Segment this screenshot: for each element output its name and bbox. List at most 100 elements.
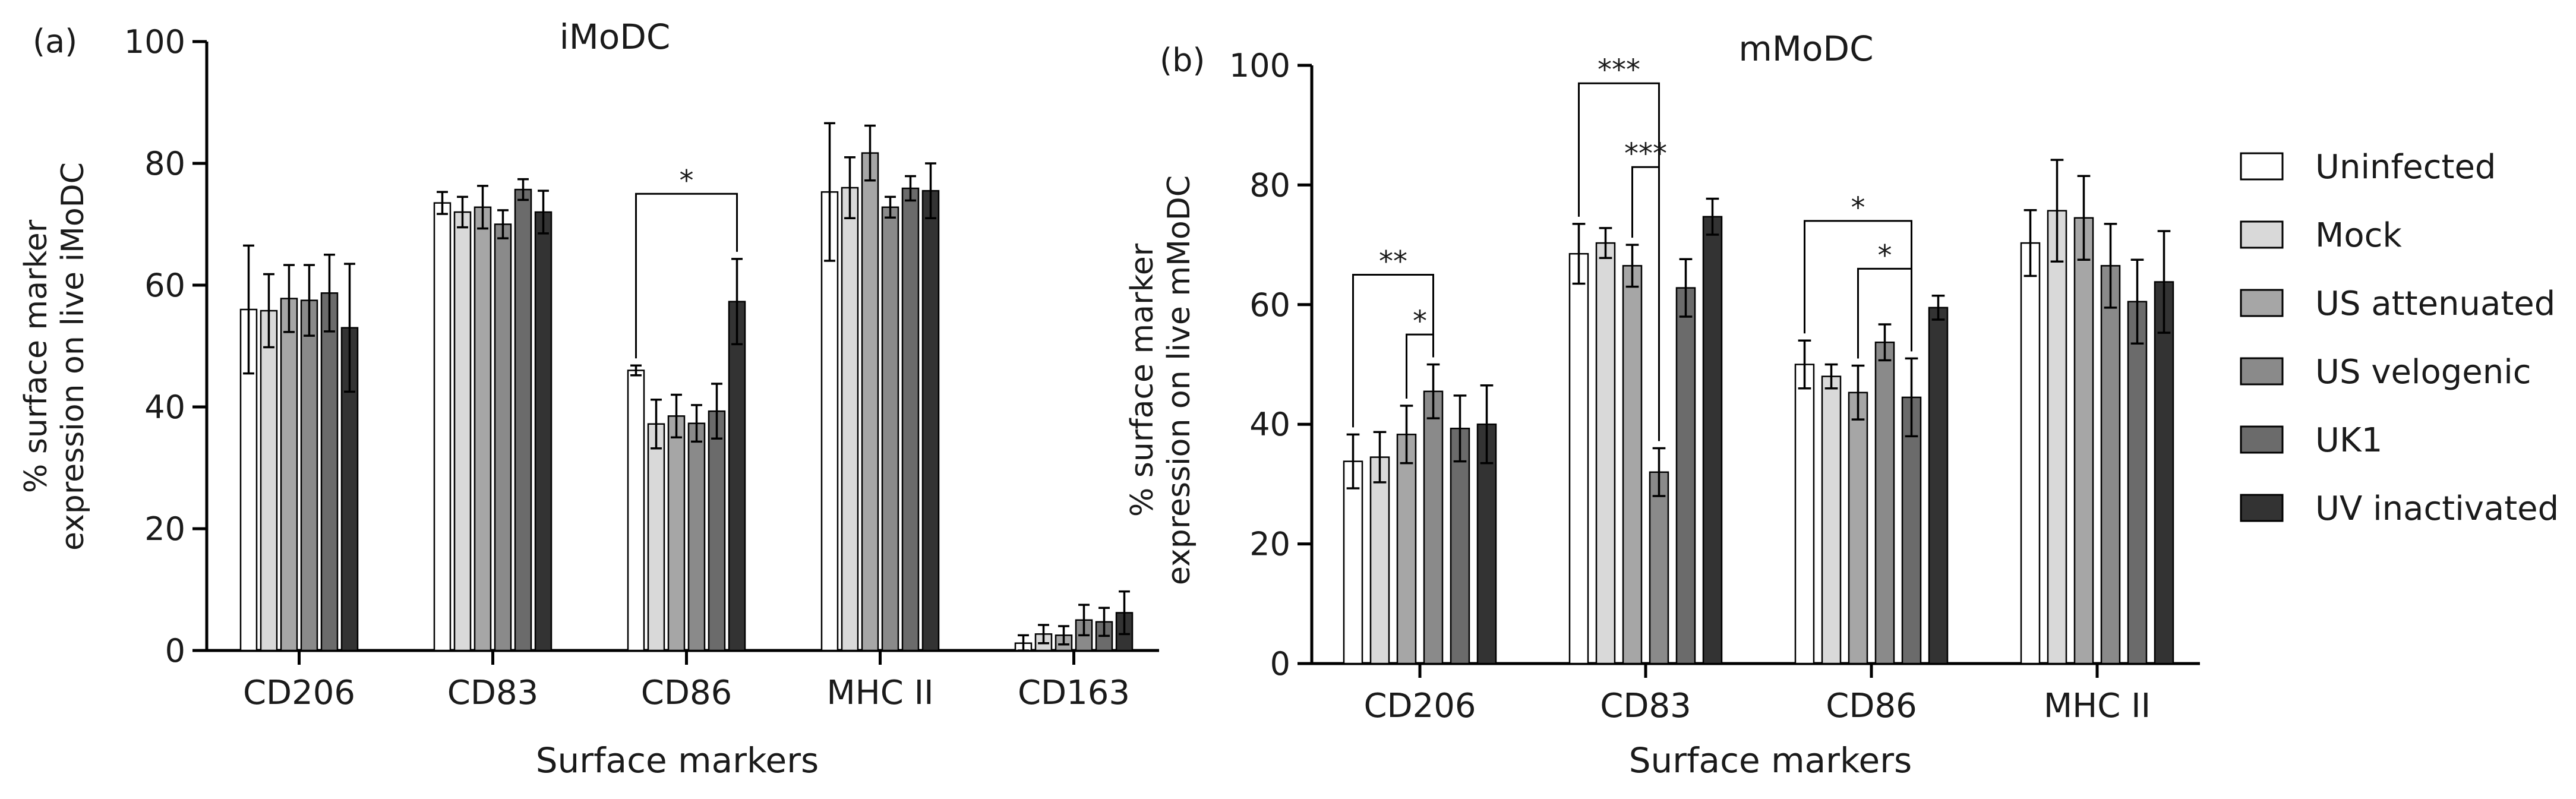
legend: Uninfected Mock US attenuated US velogenic U… — [2240, 148, 2559, 528]
panel-b-title: mMoDC — [1738, 29, 1873, 69]
panel-b-significance-bracket-cd206-1 — [1406, 333, 1434, 399]
panel-a-error-bar-cd86-mock — [651, 398, 662, 450]
panel-b-y-tick-label: 60 — [1249, 286, 1290, 324]
panel-b-bar-cd206-us-velogenic — [1423, 390, 1444, 665]
panel-b-error-bar-cd206-us-velogenic — [1426, 363, 1440, 419]
panel-b-y-tick-label: 0 — [1270, 645, 1290, 683]
panel-a-bar-cd206-us-velogenic — [300, 299, 318, 652]
panel-b-error-bar-cd86-mock — [1824, 363, 1838, 390]
panel-a-error-bar-cd86-uninfected — [630, 364, 642, 377]
panel-a-bar-cd83-us-velogenic — [494, 223, 512, 652]
panel-a-bar-mhc-ii-us-attenuated — [861, 152, 879, 652]
panel-b-error-bar-cd206-mock — [1373, 431, 1387, 484]
panel-b-bar-cd83-uk1 — [1675, 287, 1696, 665]
panel-b-error-bar-mhc-ii-us-attenuated — [2077, 175, 2091, 261]
panel-b-x-tick-label-mhc-ii: MHC II — [2044, 687, 2151, 725]
panel-a-error-bar-cd206-us-velogenic — [304, 264, 315, 337]
panel-b-y-tick-label: 40 — [1249, 406, 1290, 443]
panel-b-error-bar-cd86-us-attenuated — [1851, 364, 1865, 421]
panel-a-error-bar-cd163-uninfected — [1018, 634, 1029, 652]
panel-a-x-axis-title: Surface markers — [536, 740, 819, 781]
panel-a-bar-cd83-uk1 — [514, 188, 532, 652]
panel-b-bar-mhc-ii-mock — [2047, 210, 2067, 665]
panel-b-error-bar-cd86-uk1 — [1905, 357, 1918, 438]
panel-a-error-bar-cd83-uninfected — [437, 191, 448, 215]
panel-a-error-bar-mhc-ii-uk1 — [905, 175, 916, 202]
panel-b-error-bar-cd83-uv-inactivated — [1706, 197, 1719, 236]
panel-b-error-bar-cd86-uv-inactivated — [1931, 294, 1945, 321]
panel-a-y-axis-title-line2: expression on live iMoDC — [55, 162, 91, 551]
panel-b-bar-cd206-uk1 — [1450, 427, 1470, 665]
panel-a-bar-cd86-uninfected — [627, 370, 645, 652]
legend-label-mock: Mock — [2315, 216, 2402, 255]
panel-b-label: (b) — [1160, 42, 1205, 79]
panel-b-bar-cd86-uninfected — [1794, 364, 1815, 665]
legend-swatch-uninfected — [2240, 152, 2284, 181]
panel-a-title: iMoDC — [560, 17, 671, 57]
panel-b-significance-bracket-cd206-0 — [1352, 273, 1434, 428]
panel-a-error-bar-cd83-mock — [457, 195, 468, 229]
panel-a-error-bar-mhc-ii-mock — [844, 156, 855, 219]
panel-a-bar-cd206-us-attenuated — [280, 298, 298, 652]
panel-a-error-bar-cd86-us-velogenic — [691, 404, 702, 443]
legend-swatch-uv-inactivated — [2240, 494, 2284, 522]
legend-label-uk1: UK1 — [2315, 421, 2382, 460]
panel-a-label: (a) — [33, 23, 77, 60]
panel-b-significance-label-cd206-0: ** — [1379, 245, 1407, 278]
panel-a-error-bar-cd86-uv-inactivated — [731, 258, 743, 346]
panel-a-bar-mhc-ii-uninfected — [820, 191, 839, 652]
panel-a-error-bar-cd83-us-attenuated — [477, 185, 488, 230]
panel-a-bar-mhc-ii-uk1 — [901, 187, 920, 652]
panel-a-y-tick-label: 80 — [144, 145, 185, 182]
panel-b-y-axis-title-line1: % surface marker — [1125, 243, 1160, 517]
panel-b-bar-cd86-uv-inactivated — [1928, 307, 1949, 665]
legend-swatch-mock — [2240, 220, 2284, 249]
panel-b-error-bar-cd83-mock — [1599, 227, 1612, 260]
panel-b-bar-cd83-mock — [1595, 242, 1616, 665]
panel-a-significance-bracket-cd86-0 — [635, 192, 738, 359]
legend-swatch-uk1 — [2240, 425, 2284, 454]
legend-label-uv-inactivated: UV inactivated — [2315, 489, 2559, 528]
panel-b-error-bar-cd83-uninfected — [1572, 223, 1586, 285]
panel-b-bar-cd206-uninfected — [1343, 460, 1363, 665]
legend-swatch-us-attenuated — [2240, 289, 2284, 317]
panel-a-error-bar-cd83-us-velogenic — [497, 209, 509, 239]
panel-a-error-bar-cd83-uv-inactivated — [538, 190, 549, 235]
panel-a-y-tick-label: 20 — [144, 510, 185, 548]
panel-a-bar-cd206-uk1 — [320, 292, 339, 652]
panel-b-significance-bracket-cd86-5 — [1857, 267, 1912, 359]
panel-a-error-bar-mhc-ii-us-velogenic — [885, 195, 896, 219]
panel-b-bar-cd83-us-velogenic — [1649, 471, 1669, 665]
panel-a-error-bar-cd206-uv-inactivated — [344, 263, 355, 393]
panel-b-bar-cd86-us-attenuated — [1848, 391, 1868, 665]
panel-a-bar-mhc-ii-mock — [841, 187, 859, 652]
panel-b-significance-label-cd86-4: * — [1851, 191, 1865, 225]
panel-b-bar-cd86-mock — [1821, 375, 1842, 665]
panel-a-x-tick-label-cd163: CD163 — [1018, 674, 1130, 712]
panel-b-bar-cd206-us-attenuated — [1396, 434, 1417, 665]
panel-b-significance-bracket-cd83-3 — [1631, 166, 1660, 441]
panel-b-error-bar-mhc-ii-uv-inactivated — [2157, 230, 2171, 334]
panel-b-bar-mhc-ii-us-velogenic — [2100, 265, 2121, 665]
panel-a-bar-cd86-us-attenuated — [667, 415, 686, 652]
panel-b-significance-label-cd83-3: *** — [1624, 137, 1667, 170]
panel-b-error-bar-cd206-uv-inactivated — [1480, 384, 1494, 465]
panel-b-error-bar-cd83-us-attenuated — [1625, 244, 1639, 288]
panel-a-error-bar-mhc-ii-uninfected — [824, 122, 835, 262]
panel-b-significance-label-cd86-5: * — [1878, 239, 1892, 272]
panel-b-error-bar-mhc-ii-mock — [2050, 159, 2064, 263]
panel-b-bar-cd86-uk1 — [1901, 396, 1922, 665]
panel-a-x-tick-label-cd86: CD86 — [641, 674, 732, 712]
panel-a-bar-cd86-mock — [647, 423, 665, 652]
panel-a-error-bar-cd206-mock — [263, 273, 274, 349]
panel-a-bar-mhc-ii-us-velogenic — [881, 206, 899, 652]
legend-label-uninfected: Uninfected — [2315, 148, 2496, 187]
panel-a-significance-label-cd86-0: * — [680, 164, 694, 197]
panel-b-x-tick-label-cd86: CD86 — [1826, 687, 1917, 725]
panel-a-bar-cd83-uninfected — [433, 202, 452, 652]
panel-b-y-tick-label: 80 — [1249, 166, 1290, 204]
panel-a-y-tick-label: 100 — [124, 23, 185, 61]
panel-a-error-bar-cd163-mock — [1038, 624, 1049, 645]
